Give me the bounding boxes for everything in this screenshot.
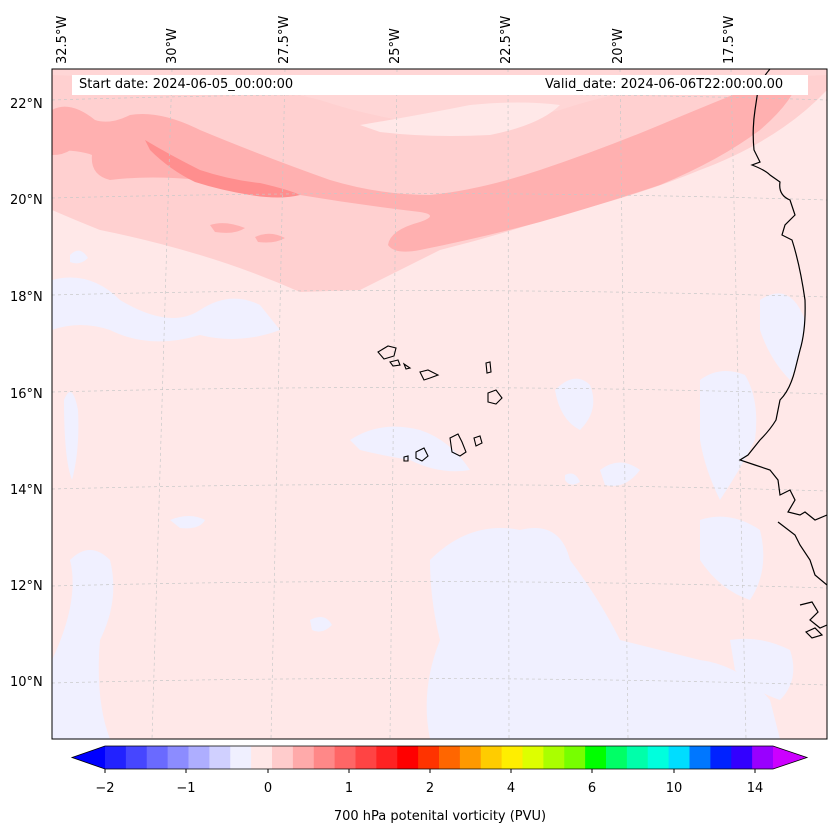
colorbar-segment [230, 746, 252, 769]
lon-label-25w: 25°W [388, 28, 403, 64]
colorbar-segment [439, 746, 461, 769]
colorbar-segment [313, 746, 336, 769]
colorbar-segment [459, 746, 482, 769]
colorbar-tick-label: 14 [746, 781, 764, 796]
colorbar-segment [668, 746, 690, 769]
lat-label-10n: 10°N [10, 675, 43, 690]
colorbar-segment [689, 746, 711, 769]
colorbar-title: 700 hPa potenital vorticity (PVU) [333, 809, 547, 824]
map-panel [52, 69, 827, 739]
colorbar-segment [167, 746, 189, 769]
lon-label-20w: 20°W [611, 28, 626, 64]
colorbar-segment [376, 746, 398, 769]
colorbar-tick-label: 4 [506, 781, 516, 796]
colorbar-segment [334, 746, 356, 769]
start-date-label: Start date: 2024-06-05_00:00:00 [79, 77, 294, 92]
colorbar-segment [710, 746, 732, 769]
colorbar-tick-label: 0 [263, 781, 273, 796]
colorbar-segment [105, 746, 127, 769]
lon-label-30w: 30°W [165, 28, 180, 64]
colorbar-segment [626, 746, 649, 769]
colorbar [70, 745, 809, 773]
valid-date-label: Valid_date: 2024-06-06T22:00:00.00 [545, 77, 784, 92]
colorbar-segment [251, 746, 273, 769]
map-gridlines [52, 69, 827, 739]
colorbar-tick-label: 2 [425, 781, 435, 796]
lat-label-22n: 22°N [10, 97, 43, 112]
pv-negative-regions [52, 250, 805, 739]
colorbar-segment [125, 746, 148, 769]
lon-label-27-5w: 27.5°W [277, 15, 292, 64]
lat-label-18n: 18°N [10, 290, 43, 305]
colorbar-segment [209, 746, 231, 769]
header-strip [72, 75, 808, 95]
colorbar-segment [292, 746, 315, 769]
colorbar-segment [731, 746, 753, 769]
colorbar-segment [272, 746, 294, 769]
colorbar-over-extend [773, 746, 807, 769]
colorbar-tick-label: 1 [344, 781, 354, 796]
colorbar-tick-label: −2 [95, 781, 115, 796]
colorbar-tick-label: 6 [587, 781, 597, 796]
colorbar-segment [397, 746, 419, 769]
lon-label-17-5w: 17.5°W [722, 15, 737, 64]
colorbar-segment [752, 746, 774, 769]
africa-coast [738, 69, 827, 639]
lon-label-22-5w: 22.5°W [499, 15, 514, 64]
lat-label-14n: 14°N [10, 483, 43, 498]
coastline [738, 69, 827, 639]
colorbar-segment [543, 746, 565, 769]
colorbar-segment [146, 746, 169, 769]
lat-label-16n: 16°N [10, 387, 43, 402]
lat-label-12n: 12°N [10, 579, 43, 594]
colorbar-under-extend [72, 746, 105, 769]
lon-label-32-5w: 32.5°W [55, 15, 70, 64]
colorbar-segment [647, 746, 670, 769]
colorbar-segment [522, 746, 544, 769]
colorbar-segment [501, 746, 523, 769]
map-frame [51, 68, 828, 740]
colorbar-segment [480, 746, 503, 769]
colorbar-segment [418, 746, 440, 769]
colorbar-segment [585, 746, 607, 769]
colorbar-segment [188, 746, 210, 769]
colorbar-segment [355, 746, 377, 769]
lat-label-20n: 20°N [10, 193, 43, 208]
colorbar-tick-label: 10 [665, 781, 683, 796]
colorbar-tick-label: −1 [176, 781, 196, 796]
colorbar-segment [606, 746, 628, 769]
cape-verde-islands [377, 345, 503, 462]
colorbar-segment [564, 746, 586, 769]
